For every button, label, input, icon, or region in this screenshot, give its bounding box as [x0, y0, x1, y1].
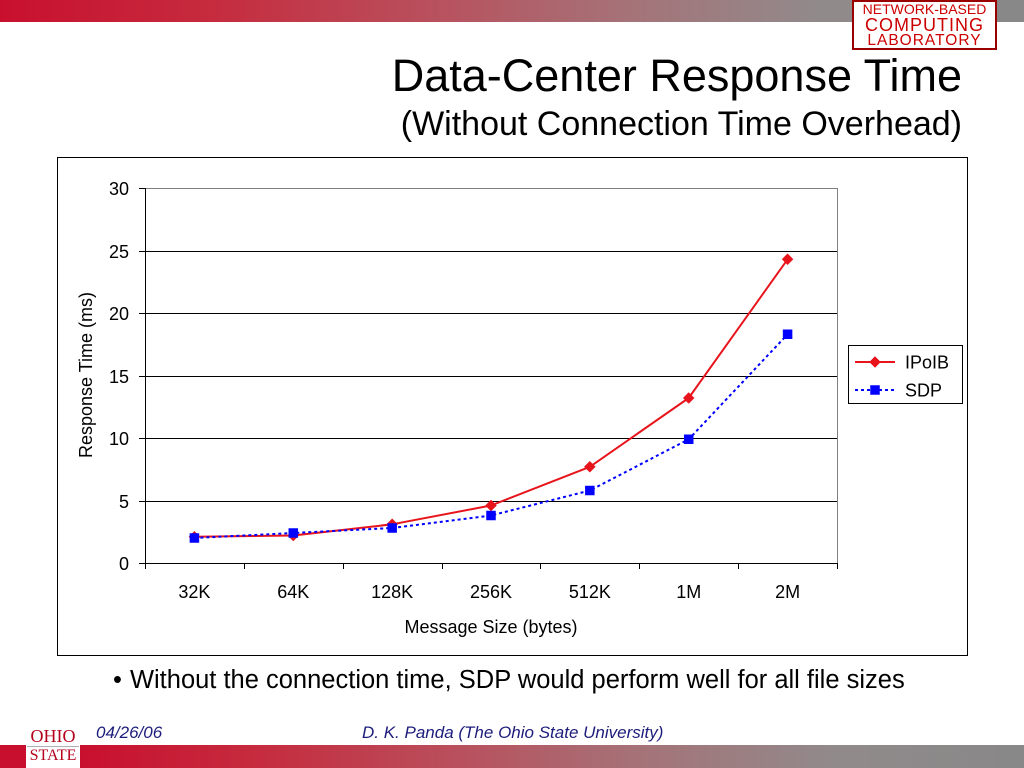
data-point-sdp-32k — [189, 533, 200, 543]
y-tick-label: 5 — [119, 492, 129, 512]
legend-label-ipoib: IPoIB — [905, 353, 949, 373]
x-tick-label-256k: 256K — [470, 582, 512, 602]
x-tick-label-512k: 512K — [569, 582, 611, 602]
legend: IPoIB SDP — [848, 345, 963, 404]
university-logo-line1: OHIO — [27, 727, 79, 747]
lab-logo-line3: LABORATORY — [867, 32, 982, 49]
data-point-sdp-256k — [486, 510, 496, 521]
data-point-sdp-128k — [387, 523, 397, 533]
bullet-symbol: • — [113, 666, 122, 694]
university-logo: OHIO STATE — [27, 727, 79, 766]
y-tick-label: 0 — [119, 554, 129, 574]
y-tick-label: 20 — [109, 304, 129, 324]
data-point-ipoib-2m — [781, 253, 794, 266]
data-point-sdp-2m — [782, 329, 793, 339]
series-sdp — [189, 329, 793, 543]
legend-item-ipoib: IPoIB — [855, 353, 949, 373]
bullet-point: • Without the connection time, SDP would … — [113, 665, 905, 695]
lab-logo-line2: COMPUTING — [865, 15, 984, 35]
y-tick-label: 15 — [109, 367, 129, 387]
slide-title: Data-Center Response Time — [391, 50, 962, 101]
x-tick-label-128k: 128K — [371, 582, 413, 602]
bullet-text: Without the connection time, SDP would p… — [129, 666, 905, 694]
x-tick-label-64k: 64K — [277, 582, 309, 602]
response-time-chart: 0 5 10 15 20 25 30 32K 64K 128K 256K 512K 1M 2M Respo… — [57, 157, 968, 656]
legend-marker-ipoib — [869, 356, 881, 368]
data-point-sdp-64k — [288, 528, 299, 538]
footer-date: 04/26/06 — [96, 723, 163, 742]
bottom-gradient-bar — [80, 745, 1024, 768]
data-point-ipoib-1m — [682, 392, 695, 404]
x-axis-title: Message Size (bytes) — [404, 617, 577, 637]
university-logo-line2: STATE — [29, 747, 77, 764]
y-axis-title: Response Time (ms) — [76, 292, 96, 458]
axes: 0 5 10 15 20 25 30 32K 64K 128K 256K 512K 1M 2M — [109, 179, 838, 602]
slide-subtitle: (Without Connection Time Overhead) — [400, 105, 962, 143]
y-tick-label: 25 — [109, 242, 129, 262]
lab-logo-line1: NETWORK-BASED — [862, 1, 987, 17]
series — [188, 253, 794, 543]
chart-frame — [57, 157, 968, 656]
legend-label-sdp: SDP — [905, 381, 942, 401]
legend-box — [848, 345, 963, 404]
lab-logo: NETWORK-BASED COMPUTING LABORATORY — [852, 0, 997, 50]
x-tick-label-32k: 32K — [178, 582, 210, 602]
data-point-sdp-1m — [683, 434, 694, 444]
data-point-sdp-512k — [585, 485, 595, 496]
data-point-ipoib-512k — [584, 460, 596, 473]
top-gradient-bar — [0, 0, 1024, 22]
footer-author: D. K. Panda (The Ohio State University) — [362, 723, 664, 742]
x-tick-label-2m: 2M — [775, 582, 800, 602]
y-tick-label: 10 — [109, 429, 129, 449]
legend-marker-sdp — [870, 385, 880, 395]
bottom-red-block — [0, 745, 26, 768]
x-tick-label-1m: 1M — [676, 582, 701, 602]
y-tick-label: 30 — [109, 179, 129, 199]
legend-item-sdp: SDP — [855, 381, 942, 401]
